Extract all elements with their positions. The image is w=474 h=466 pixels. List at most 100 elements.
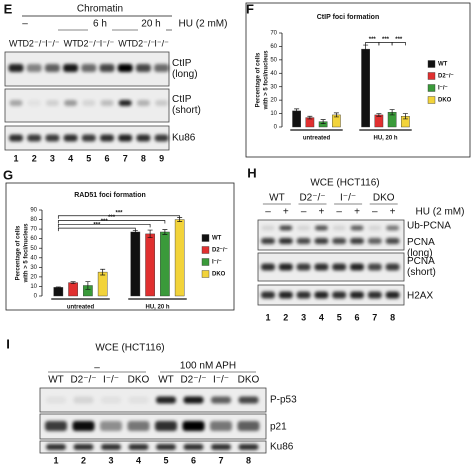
legend-label: I⁻/⁻ <box>212 260 222 266</box>
lane-label: I⁻/⁻ <box>213 375 229 386</box>
lane-number: 7 <box>123 153 128 163</box>
lane-number: 8 <box>141 153 146 163</box>
lane-number: 4 <box>319 312 324 322</box>
band <box>82 100 96 106</box>
lane-number: 5 <box>163 455 168 465</box>
band-label: Ku86 <box>172 133 196 144</box>
bar <box>374 114 384 128</box>
band <box>45 100 59 106</box>
band-label: p21 <box>270 422 287 433</box>
blot <box>39 440 267 454</box>
chart-frame <box>245 2 471 158</box>
band <box>156 396 176 404</box>
band-label: Ku86 <box>270 442 294 453</box>
band <box>128 444 149 450</box>
group-label: 6 h <box>93 19 107 30</box>
band <box>118 100 132 106</box>
bar <box>97 271 108 297</box>
y-tick-label: 60 <box>270 44 277 50</box>
band <box>101 444 121 450</box>
error-bar <box>147 229 153 239</box>
lane-label: WT <box>269 193 285 204</box>
lane-number: 1 <box>13 153 18 163</box>
error-bar <box>55 286 61 289</box>
band <box>278 263 293 271</box>
legend-label: D2⁻/⁻ <box>212 248 228 254</box>
band <box>278 291 293 299</box>
band <box>182 421 205 431</box>
y-tick-label: 10 <box>270 111 277 117</box>
significance-bracket <box>391 42 406 46</box>
lane-number: 1 <box>265 312 270 322</box>
band <box>46 396 66 404</box>
band-label: CtIP <box>172 58 192 69</box>
chart-frame <box>5 182 235 311</box>
panel-letter: E <box>4 1 13 16</box>
lane-label: D2⁻/⁻ <box>299 193 325 204</box>
band <box>100 421 122 431</box>
group-label: – <box>94 363 100 374</box>
band <box>368 225 382 231</box>
band <box>81 134 96 142</box>
bar <box>68 282 78 297</box>
legend-swatch <box>201 246 210 254</box>
band <box>156 444 176 450</box>
band <box>63 134 78 142</box>
band-label: PCNA <box>407 256 435 267</box>
band <box>9 100 23 106</box>
lane-number: 5 <box>337 312 342 322</box>
band <box>136 134 151 142</box>
band <box>314 263 329 271</box>
significance-bracket <box>57 220 166 224</box>
band <box>386 225 400 231</box>
legend-swatch <box>427 60 436 68</box>
y-tick-label: 30 <box>30 265 37 271</box>
band <box>127 421 150 431</box>
lane-number: 9 <box>159 153 164 163</box>
band <box>99 64 115 72</box>
band <box>44 64 60 72</box>
band <box>385 291 400 299</box>
legend-label: I⁻/⁻ <box>438 86 448 92</box>
significance: *** <box>395 37 403 43</box>
band-label: H2AX <box>407 291 433 302</box>
error-bar <box>70 281 76 284</box>
band <box>332 291 347 299</box>
lane-number: 4 <box>68 153 73 163</box>
band <box>9 134 23 142</box>
group-label: – <box>22 19 28 30</box>
error-bar <box>85 281 91 290</box>
x-tick-label: untreated <box>303 136 331 142</box>
lane-number: 7 <box>218 455 223 465</box>
band <box>385 238 400 244</box>
band <box>183 444 204 450</box>
legend-label: WT <box>212 236 222 242</box>
band <box>154 64 170 72</box>
treatment: HU (2 mM) <box>416 207 465 218</box>
significance: *** <box>115 210 123 216</box>
significance: *** <box>101 219 109 225</box>
blot <box>257 284 405 306</box>
band <box>238 396 259 404</box>
band <box>297 225 311 231</box>
treatment-sign: + <box>318 207 324 218</box>
y-tick-label: 30 <box>270 84 277 90</box>
y-tick-label: 70 <box>30 227 37 233</box>
band-label: (short) <box>407 267 436 278</box>
lane-label: DKO <box>128 375 150 386</box>
treatment-sign: – <box>301 207 307 218</box>
band <box>314 238 329 244</box>
bar <box>160 231 170 297</box>
band <box>45 421 67 431</box>
treatment-sign: – <box>372 207 378 218</box>
band <box>350 263 364 271</box>
blot <box>257 219 405 251</box>
legend-swatch <box>427 84 436 92</box>
band <box>332 263 347 271</box>
band <box>350 238 364 244</box>
band <box>101 396 121 404</box>
lane-number: 1 <box>53 455 58 465</box>
y-axis-label: with > 5 foci/nucleus <box>264 50 270 111</box>
